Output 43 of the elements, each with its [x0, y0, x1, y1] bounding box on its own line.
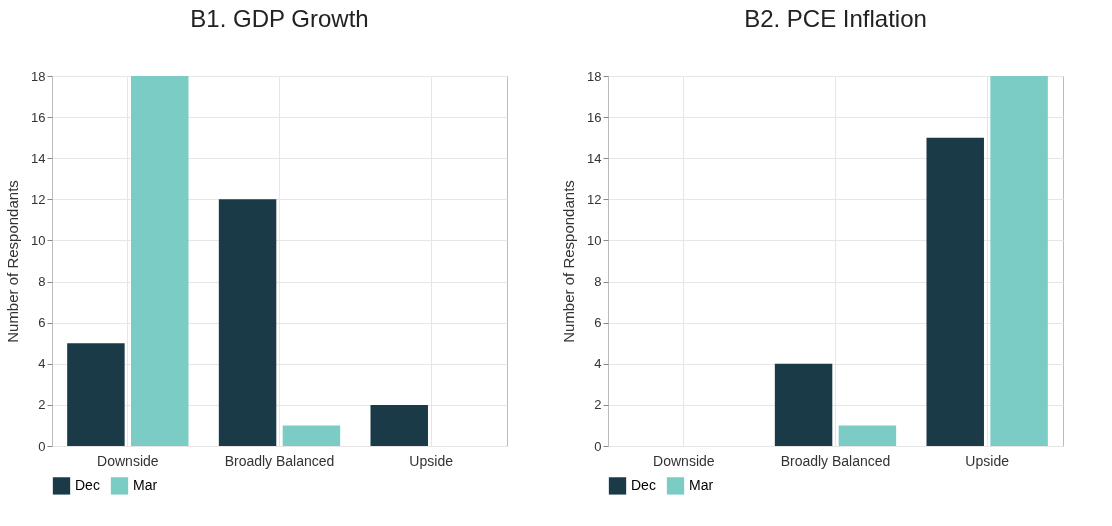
bar — [926, 137, 984, 446]
y-axis-title: Number of Respondants — [560, 180, 578, 343]
y-tick-label: 18 — [587, 68, 602, 84]
bar — [218, 199, 277, 446]
y-tick-label: 4 — [594, 356, 602, 372]
y-tick-label: 16 — [31, 109, 46, 125]
x-tick-label: Broadly Balanced — [224, 452, 335, 469]
legend-label: Dec — [631, 476, 656, 493]
chart-title: B2. PCE Inflation — [744, 5, 927, 32]
x-tick-label: Upside — [965, 452, 1010, 469]
y-tick-label: 8 — [594, 274, 602, 290]
legend-label: Mar — [133, 476, 158, 493]
y-tick-label: 2 — [38, 397, 46, 413]
y-tick-label: 2 — [594, 397, 602, 413]
bar — [838, 425, 897, 446]
bar — [131, 76, 189, 446]
y-tick-label: 4 — [38, 356, 46, 372]
y-axis-title: Number of Respondants — [4, 180, 22, 343]
x-tick-label: Upside — [409, 452, 454, 469]
y-tick-label: 12 — [31, 191, 46, 207]
y-tick-label: 0 — [38, 438, 46, 454]
y-tick-label: 10 — [587, 232, 602, 248]
legend-label: Mar — [689, 476, 714, 493]
bar — [370, 404, 428, 446]
y-tick-label: 0 — [594, 438, 602, 454]
y-tick-label: 6 — [594, 315, 602, 331]
legend-label: Dec — [75, 476, 100, 493]
x-tick-label: Downside — [97, 452, 159, 469]
y-tick-label: 10 — [31, 232, 46, 248]
bar — [774, 363, 833, 446]
bar — [282, 425, 341, 446]
y-tick-label: 18 — [31, 68, 46, 84]
y-tick-label: 12 — [587, 191, 602, 207]
chart-title: B1. GDP Growth — [190, 5, 369, 32]
bar — [990, 76, 1048, 446]
y-tick-label: 8 — [38, 274, 46, 290]
y-tick-label: 14 — [31, 150, 46, 166]
x-tick-label: Downside — [653, 452, 715, 469]
y-tick-label: 16 — [587, 109, 602, 125]
bar — [67, 343, 125, 446]
y-tick-label: 14 — [587, 150, 602, 166]
x-tick-label: Broadly Balanced — [780, 452, 891, 469]
y-tick-label: 6 — [38, 315, 46, 331]
